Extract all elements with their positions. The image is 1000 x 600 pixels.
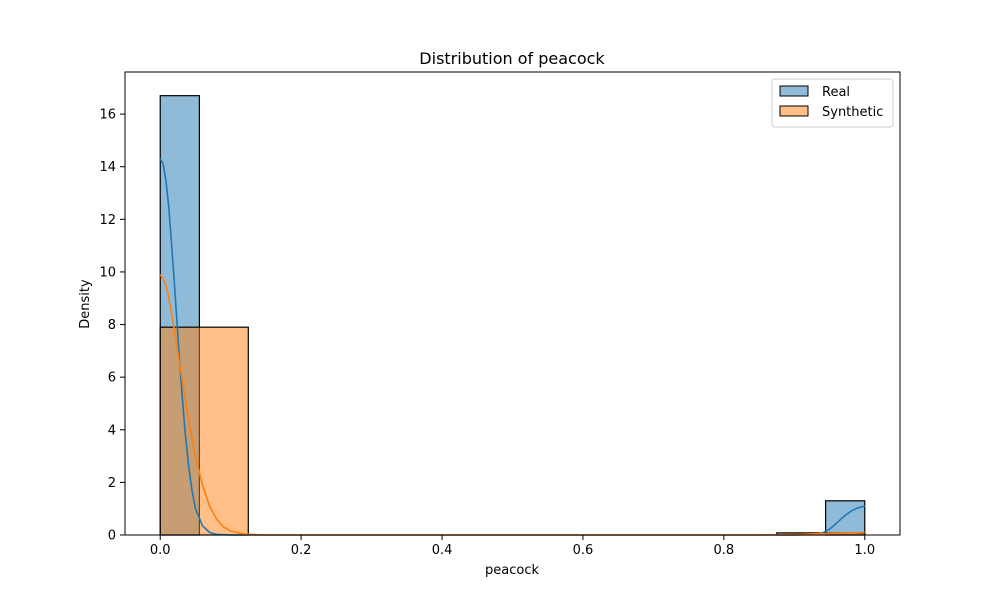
histogram-bar-real-1 bbox=[824, 500, 866, 536]
y-tick-label: 4 bbox=[108, 423, 116, 438]
y-tick-label: 6 bbox=[108, 371, 116, 386]
chart-title: Distribution of peacock bbox=[419, 49, 605, 68]
histogram-bar-synthetic-0 bbox=[159, 326, 249, 536]
kde-line-synthetic bbox=[159, 274, 865, 536]
legend-label-synthetic: Synthetic bbox=[822, 105, 883, 120]
legend-swatch-real bbox=[779, 85, 809, 97]
x-tick-label: 0.4 bbox=[432, 543, 453, 558]
x-tick-label: 0.8 bbox=[714, 543, 735, 558]
y-tick-label: 2 bbox=[108, 476, 116, 491]
x-axis-label: peacock bbox=[485, 563, 539, 578]
x-tick-label: 0.2 bbox=[291, 543, 312, 558]
plot-frame bbox=[124, 71, 901, 536]
x-tick-label: 1.0 bbox=[854, 543, 875, 558]
y-tick-label: 8 bbox=[108, 318, 116, 333]
y-tick-label: 12 bbox=[99, 213, 116, 228]
legend-label-real: Real bbox=[822, 85, 850, 100]
y-tick-label: 16 bbox=[99, 108, 116, 123]
y-tick-label: 10 bbox=[99, 265, 116, 280]
x-tick-label: 0.0 bbox=[150, 543, 171, 558]
kde-line-real bbox=[159, 158, 865, 536]
legend: Real Synthetic bbox=[771, 78, 894, 128]
x-tick-label: 0.6 bbox=[573, 543, 594, 558]
legend-swatch-synthetic bbox=[779, 105, 809, 117]
y-tick-label: 0 bbox=[108, 529, 116, 544]
y-tick-label: 14 bbox=[99, 160, 116, 175]
plot-area bbox=[159, 95, 866, 536]
y-axis-label: Density bbox=[78, 279, 93, 329]
axes: 0.0 0.2 0.4 0.6 0.8 1.0 0 2 4 6 8 10 12 14 16 bbox=[99, 71, 901, 558]
